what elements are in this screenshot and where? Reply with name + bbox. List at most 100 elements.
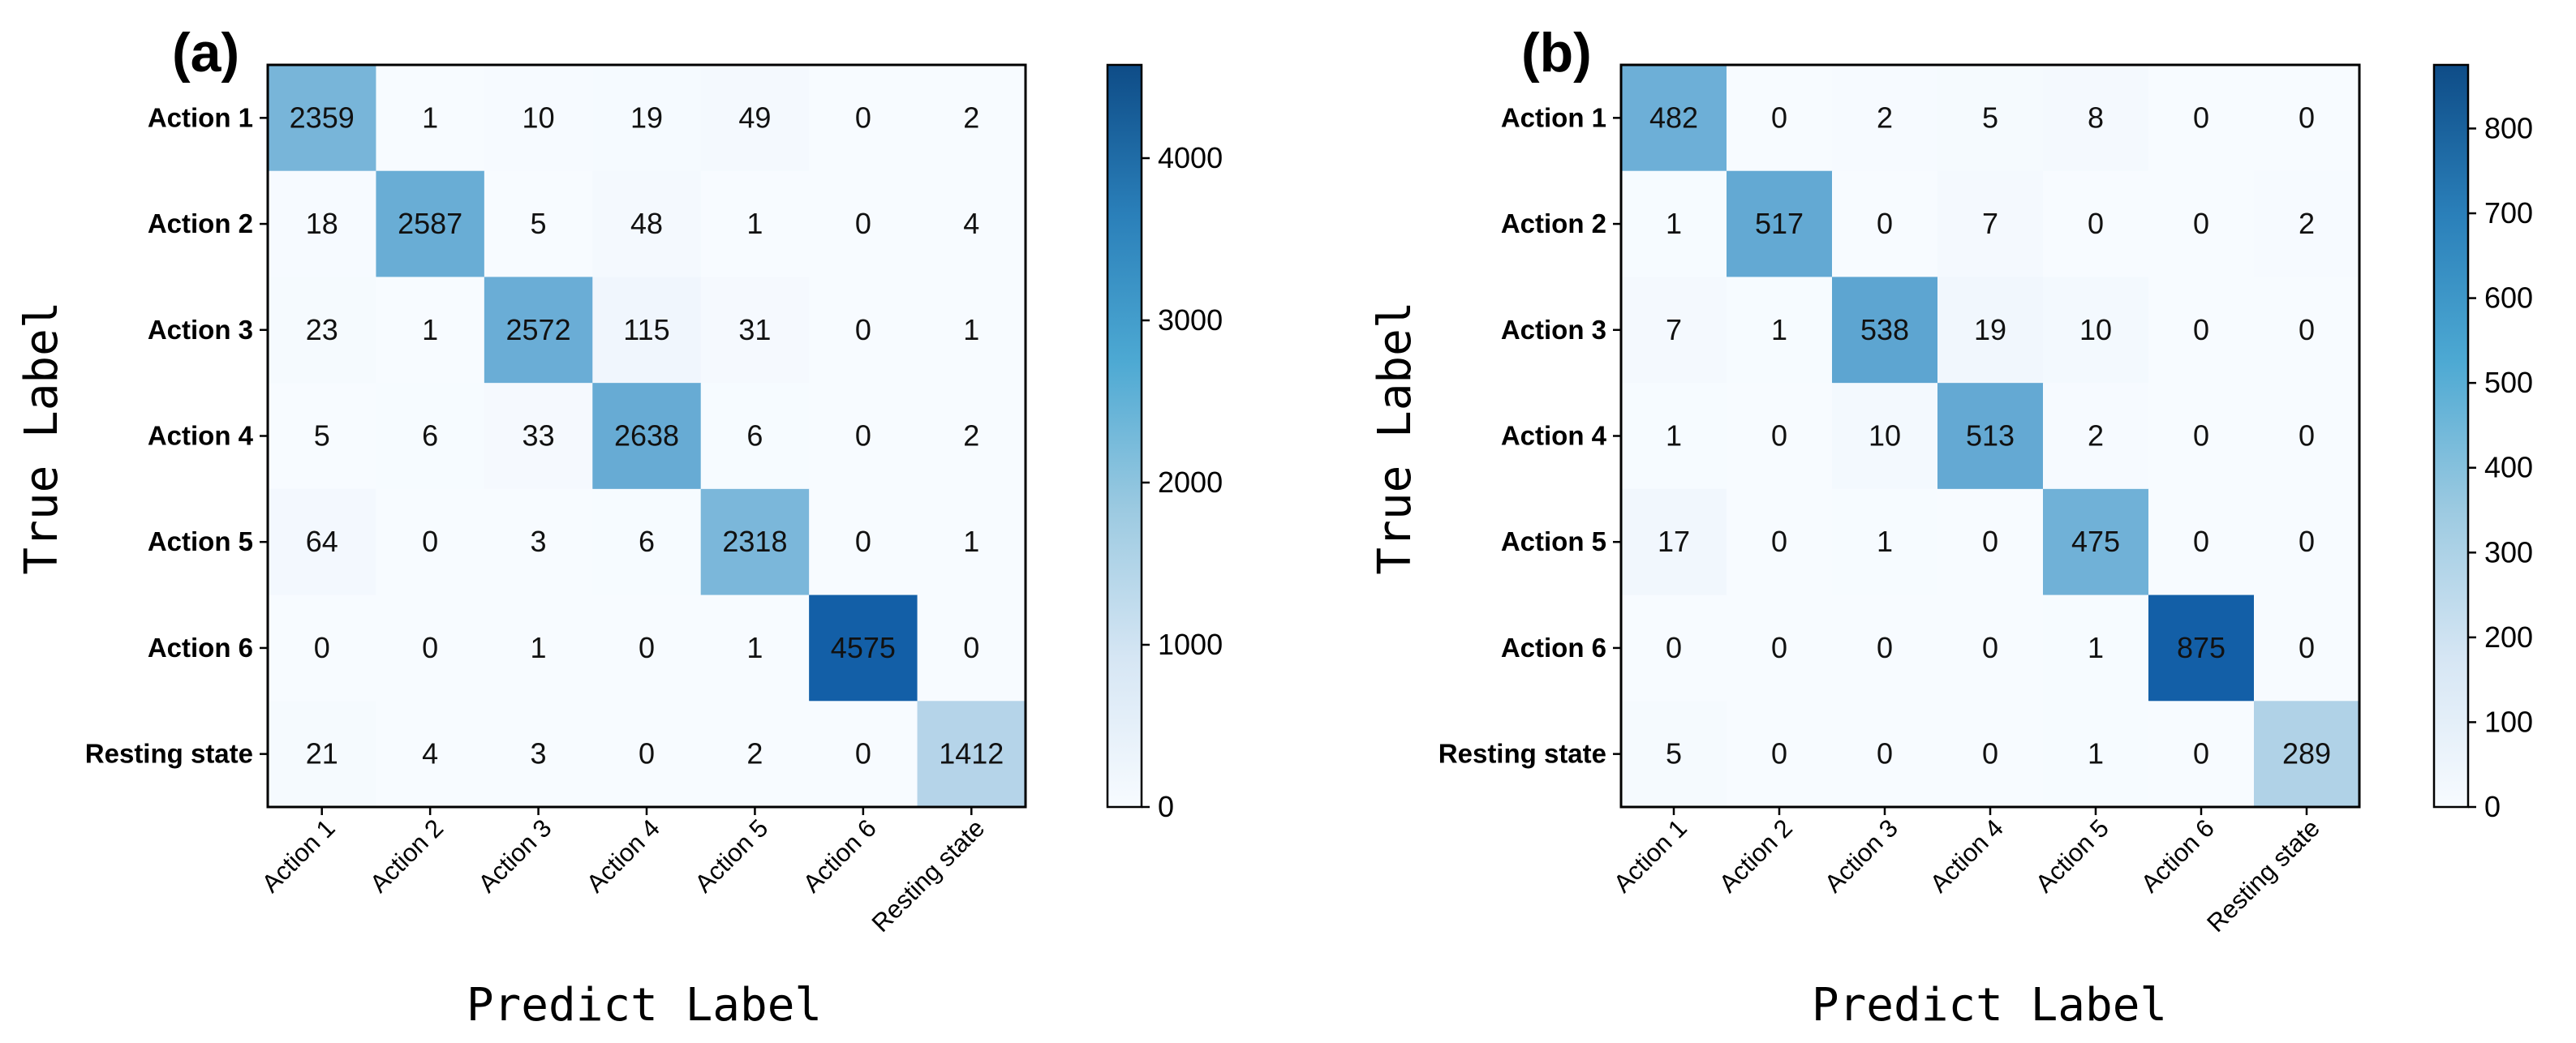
cell-r2-c3	[592, 277, 702, 384]
cell-value: 0	[1982, 737, 1998, 770]
cell-value: 7	[1666, 313, 1682, 346]
cell-r4-c3	[592, 488, 702, 596]
panel-b-x-axis-title: Predict Label	[1812, 979, 2167, 1032]
cell-value: 0	[422, 525, 438, 558]
cell-r0-c0	[268, 65, 376, 172]
cell-r2-c0	[1621, 277, 1727, 384]
cell-r5-c5	[809, 594, 918, 702]
cell-value: 1	[746, 207, 763, 240]
cell-r0-c6	[917, 65, 1026, 172]
cell-r4-c1	[376, 488, 485, 596]
y-tick-label: Action 2	[148, 208, 253, 238]
cell-r5-c2	[1832, 594, 1938, 702]
cell-value: 0	[1771, 419, 1787, 453]
cell-value: 0	[2193, 101, 2209, 134]
x-tick-label: Action 5	[2030, 813, 2114, 898]
cell-value: 2359	[290, 101, 355, 134]
colorbar-tick-label: 100	[2484, 705, 2533, 738]
cell-value: 0	[1877, 631, 1893, 664]
cell-value: 0	[1982, 525, 1998, 558]
cell-value: 0	[1771, 737, 1787, 770]
cell-value: 1	[963, 525, 979, 558]
cell-r4-c2	[484, 488, 593, 596]
colorbar-tick-label: 4000	[1158, 141, 1223, 174]
cell-r3-c0	[1621, 383, 1727, 490]
cell-r2-c6	[917, 277, 1026, 384]
cell-value: 0	[2193, 419, 2209, 453]
cell-value: 2	[746, 737, 763, 770]
x-tick-label: Action 1	[1608, 813, 1692, 898]
cell-value: 19	[1974, 313, 2006, 346]
cell-value: 1	[1666, 419, 1682, 453]
cell-value: 0	[1877, 737, 1893, 770]
colorbar-tick-label: 400	[2484, 451, 2533, 484]
cell-r4-c6	[2254, 488, 2360, 596]
y-tick-label: Action 1	[148, 102, 253, 132]
cell-r2-c6	[2254, 277, 2360, 384]
cell-r0-c3	[592, 65, 702, 172]
panel-a-label: (a)	[172, 22, 239, 84]
cell-r3-c3	[592, 383, 702, 490]
cell-r6-c6	[917, 701, 1026, 808]
y-tick-label: Resting state	[85, 739, 253, 769]
cell-r2-c1	[376, 277, 485, 384]
cell-r2-c5	[809, 277, 918, 384]
cell-r1-c1	[1727, 170, 1833, 277]
cell-value: 0	[855, 207, 871, 240]
cell-value: 23	[306, 313, 338, 346]
cell-r1-c6	[917, 170, 1026, 277]
cell-r5-c3	[592, 594, 702, 702]
cell-value: 64	[306, 525, 338, 558]
panel-b-y-axis-title: True Label	[1369, 301, 1421, 574]
cell-value: 2	[1877, 101, 1893, 134]
cell-r6-c2	[1832, 701, 1938, 808]
cell-value: 0	[2299, 313, 2315, 346]
cell-value: 538	[1860, 313, 1909, 346]
cell-value: 1	[1666, 207, 1682, 240]
cell-r2-c2	[484, 277, 593, 384]
cell-r0-c4	[2043, 65, 2149, 172]
cell-r1-c4	[700, 170, 810, 277]
cell-r2-c5	[2148, 277, 2255, 384]
cell-value: 8	[2088, 101, 2104, 134]
cell-value: 10	[523, 101, 555, 134]
cell-value: 0	[1771, 525, 1787, 558]
cell-value: 1	[1771, 313, 1787, 346]
cell-r3-c6	[2254, 383, 2360, 490]
panel-b-label: (b)	[1521, 22, 1592, 84]
cell-value: 0	[2299, 525, 2315, 558]
y-tick-label: Action 6	[148, 633, 253, 663]
cell-value: 0	[1771, 631, 1787, 664]
cell-r3-c5	[2148, 383, 2255, 490]
cell-value: 18	[306, 207, 338, 240]
cell-r0-c3	[1937, 65, 2044, 172]
cell-r1-c0	[268, 170, 376, 277]
cell-r0-c4	[700, 65, 810, 172]
colorbar-tick-label: 2000	[1158, 466, 1223, 499]
cell-r2-c0	[268, 277, 376, 384]
cell-r2-c4	[700, 277, 810, 384]
y-tick-label: Action 4	[1501, 421, 1607, 451]
cell-value: 10	[2079, 313, 2112, 346]
cell-value: 0	[1666, 631, 1682, 664]
cell-value: 5	[531, 207, 547, 240]
cell-r6-c5	[809, 701, 918, 808]
cell-r0-c2	[1832, 65, 1938, 172]
cell-r3-c1	[376, 383, 485, 490]
cell-value: 6	[639, 525, 655, 558]
y-tick-label: Action 3	[1501, 315, 1606, 345]
cell-r6-c0	[1621, 701, 1727, 808]
panel-b-x-tick-labels: Action 1 Action 2 Action 3 Action 4 Action 5…	[1608, 807, 2325, 938]
cell-r4-c3	[1937, 488, 2044, 596]
colorbar-tick-label: 300	[2484, 535, 2533, 569]
cell-value: 1	[531, 631, 547, 664]
cell-value: 2638	[614, 419, 679, 453]
cell-r3-c2	[484, 383, 593, 490]
cell-value: 2318	[722, 525, 787, 558]
panel-a-x-axis-title: Predict Label	[467, 979, 822, 1032]
cell-r1-c2	[484, 170, 593, 277]
cell-value: 0	[1771, 101, 1787, 134]
cell-r5-c4	[700, 594, 810, 702]
cell-value: 10	[1869, 419, 1901, 453]
